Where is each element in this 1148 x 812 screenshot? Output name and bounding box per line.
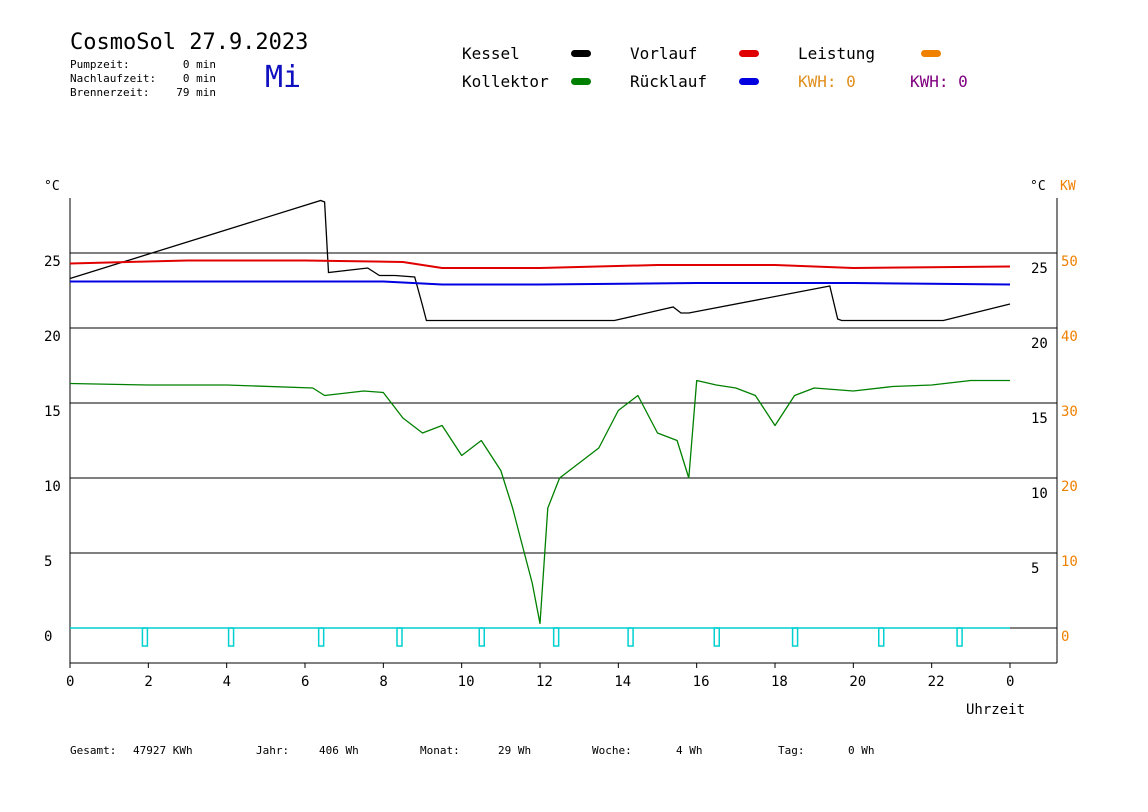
x-tick-5: 10 xyxy=(458,674,475,690)
legend-leistung-swatch xyxy=(921,50,941,57)
series-kessel-line xyxy=(69,199,1011,322)
legend-leistung-label: Leistung xyxy=(798,44,876,63)
y-kw-tick-0: 0 xyxy=(1061,629,1069,645)
footer-woche-label: Woche: xyxy=(592,744,632,757)
y-kw-tick-40: 40 xyxy=(1061,329,1078,345)
y-left-tick-15: 15 xyxy=(44,404,61,420)
y-left-tick-20: 20 xyxy=(44,329,61,345)
y-kw-tick-50: 50 xyxy=(1061,254,1078,270)
legend-kwh-leistung: KWH: 0 xyxy=(798,72,856,91)
footer-monat-label: Monat: xyxy=(420,744,460,757)
y-right-tick-5: 5 xyxy=(1031,561,1039,577)
pump-marker-4 xyxy=(478,627,485,647)
stat-pumpzeit-value: 0 min xyxy=(182,58,216,71)
stat-nachlaufzeit-label: Nachlaufzeit: xyxy=(70,72,157,85)
y-right-tick-15: 15 xyxy=(1031,411,1048,427)
pump-marker-7 xyxy=(713,627,720,647)
y-left-tick-25: 25 xyxy=(44,254,61,270)
stat-nachlaufzeit-value: 0 min xyxy=(182,72,216,85)
legend-vorlauf-label: Vorlauf xyxy=(630,44,698,63)
weekday-label: Mi xyxy=(265,60,302,95)
pump-marker-6 xyxy=(627,627,634,647)
legend-kessel-label: Kessel xyxy=(462,44,520,63)
series-vorlauf-line xyxy=(69,259,1011,269)
footer-monat-value: 29 Wh xyxy=(498,744,532,757)
x-tick-6: 12 xyxy=(536,674,553,690)
x-tick-10: 20 xyxy=(849,674,866,690)
footer-jahr-label: Jahr: xyxy=(256,744,290,757)
footer-tag-value: 0 Wh xyxy=(848,744,875,757)
legend-kessel-swatch xyxy=(571,50,591,57)
footer-tag-label: Tag: xyxy=(778,744,805,757)
footer-jahr-value: 406 Wh xyxy=(319,744,359,757)
x-tick-1: 2 xyxy=(144,674,152,690)
legend-kwh-second: KWH: 0 xyxy=(910,72,968,91)
y-left-tick-10: 10 xyxy=(44,479,61,495)
y-left-tick-5: 5 xyxy=(44,554,52,570)
x-tick-2: 4 xyxy=(223,674,231,690)
pump-marker-3 xyxy=(396,627,403,647)
x-tick-7: 14 xyxy=(614,674,631,690)
x-tick-4: 8 xyxy=(379,674,387,690)
pump-marker-8 xyxy=(791,627,799,647)
x-tick-12: 0 xyxy=(1006,674,1014,690)
pump-marker-2 xyxy=(317,627,325,647)
chart-title: CosmoSol 27.9.2023 xyxy=(70,30,309,55)
x-axis-label: Uhrzeit xyxy=(966,702,1025,718)
series-ruecklauf-line xyxy=(70,280,1011,286)
footer-gesamt-value: 47927 KWh xyxy=(133,744,193,757)
series-kollektor-line xyxy=(69,379,1010,625)
y-right-tick-25: 25 xyxy=(1031,261,1048,277)
pump-marker-9 xyxy=(878,627,885,647)
x-tick-11: 22 xyxy=(928,674,945,690)
footer-gesamt-label: Gesamt: xyxy=(70,744,117,757)
stat-brennerzeit-label: Brennerzeit: xyxy=(70,86,150,99)
y-right-tick-10: 10 xyxy=(1031,486,1048,502)
y-axis-kw-label: KW xyxy=(1060,179,1076,194)
y-axis-left-label: °C xyxy=(44,179,60,194)
x-tick-8: 16 xyxy=(693,674,710,690)
footer-woche-value: 4 Wh xyxy=(676,744,703,757)
pump-marker-10 xyxy=(956,627,963,647)
legend-ruecklauf-swatch xyxy=(739,78,759,85)
legend-ruecklauf-label: Rücklauf xyxy=(630,72,708,91)
pump-marker-5 xyxy=(552,627,560,647)
y-kw-tick-10: 10 xyxy=(1061,554,1078,570)
pump-marker-0 xyxy=(141,627,149,647)
stat-brennerzeit-value: 79 min xyxy=(176,86,216,99)
legend-kollektor-label: Kollektor xyxy=(462,72,549,91)
x-tick-0: 0 xyxy=(66,674,74,690)
legend-vorlauf-swatch xyxy=(739,50,759,57)
y-kw-tick-20: 20 xyxy=(1061,479,1078,495)
stat-pumpzeit-label: Pumpzeit: xyxy=(70,58,130,71)
pump-marker-1 xyxy=(227,627,235,647)
y-left-tick-0: 0 xyxy=(44,629,52,645)
y-kw-tick-30: 30 xyxy=(1061,404,1078,420)
y-axis-right-label: °C xyxy=(1030,179,1046,194)
y-right-tick-20: 20 xyxy=(1031,336,1048,352)
legend-kollektor-swatch xyxy=(571,78,591,85)
x-tick-9: 18 xyxy=(771,674,788,690)
x-tick-3: 6 xyxy=(301,674,309,690)
